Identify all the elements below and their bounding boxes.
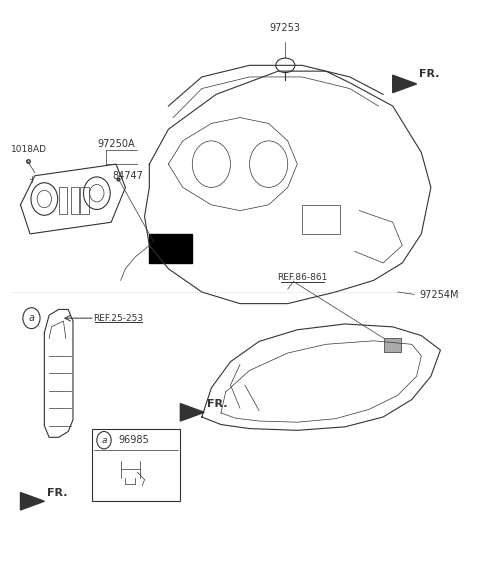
Polygon shape: [180, 404, 204, 421]
Text: 97253: 97253: [270, 23, 301, 33]
Bar: [80, 187, 89, 214]
Text: FR.: FR.: [47, 488, 67, 498]
Bar: [59, 187, 67, 214]
Text: 84747: 84747: [112, 171, 144, 181]
Text: FR.: FR.: [206, 399, 227, 409]
Bar: [302, 205, 340, 234]
Polygon shape: [149, 234, 192, 263]
Text: 97250A: 97250A: [97, 139, 135, 149]
Bar: [384, 339, 401, 353]
Text: a: a: [101, 436, 107, 444]
Text: 1018AD: 1018AD: [11, 145, 47, 154]
Bar: [71, 187, 79, 214]
Text: REF.86-861: REF.86-861: [277, 273, 327, 282]
FancyBboxPatch shape: [92, 429, 180, 501]
Polygon shape: [393, 75, 417, 93]
Text: FR.: FR.: [419, 69, 440, 79]
Text: 96985: 96985: [118, 435, 149, 445]
Text: REF.25-253: REF.25-253: [93, 314, 144, 322]
Polygon shape: [21, 492, 44, 510]
Text: 97254M: 97254M: [419, 290, 458, 300]
Text: a: a: [28, 313, 35, 323]
